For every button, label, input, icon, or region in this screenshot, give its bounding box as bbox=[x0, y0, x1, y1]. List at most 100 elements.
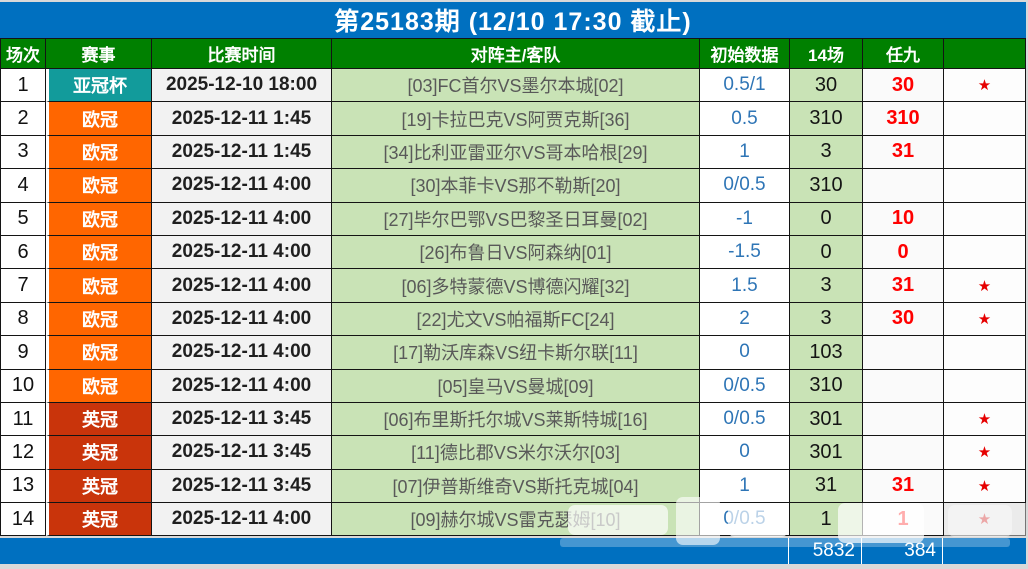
initial-data-cell: -1 bbox=[700, 202, 790, 236]
ren9-pick-cell: 30 bbox=[863, 302, 944, 337]
teams-cell: [03]FC首尔VS墨尔本城[02] bbox=[332, 69, 700, 103]
teams-cell: [27]毕尔巴鄂VS巴黎圣日耳曼[02] bbox=[332, 202, 700, 236]
col-header-14-games: 14场 bbox=[790, 39, 863, 69]
col-header-initial-data: 初始数据 bbox=[700, 39, 790, 69]
match-time-cell: 2025-12-11 3:45 bbox=[152, 469, 332, 504]
star-icon bbox=[944, 202, 1026, 236]
footer-spacer bbox=[331, 538, 699, 564]
table-row: 10 欧冠 2025-12-11 4:00 [05]皇马VS曼城[09] 0/0… bbox=[1, 369, 1026, 403]
match-no-cell: 3 bbox=[1, 135, 46, 170]
ren9-pick-cell: 10 bbox=[863, 202, 944, 236]
14games-pick-cell: 301 bbox=[790, 436, 863, 470]
table-row: 14 英冠 2025-12-11 4:00 [09]赫尔城VS雷克瑟姆[10] … bbox=[1, 503, 1026, 537]
table-row: 13 英冠 2025-12-11 3:45 [07]伊普斯维奇VS斯托克城[04… bbox=[1, 469, 1026, 504]
col-header-teams: 对阵主/客队 bbox=[332, 39, 700, 69]
star-icon: ★ bbox=[944, 402, 1026, 437]
match-no-cell: 10 bbox=[1, 369, 46, 403]
table-row: 5 欧冠 2025-12-11 4:00 [27]毕尔巴鄂VS巴黎圣日耳曼[02… bbox=[1, 202, 1026, 236]
match-no-cell: 14 bbox=[1, 503, 46, 537]
star-icon bbox=[944, 135, 1026, 170]
teams-cell: [17]勒沃库森VS纽卡斯尔联[11] bbox=[332, 336, 700, 370]
match-time-cell: 2025-12-11 3:45 bbox=[152, 436, 332, 470]
match-time-cell: 2025-12-11 4:00 bbox=[152, 369, 332, 403]
footer-total-14games: 5832 bbox=[789, 538, 862, 565]
match-no-cell: 8 bbox=[1, 302, 46, 337]
table-row: 12 英冠 2025-12-11 3:45 [11]德比郡VS米尔沃尔[03] … bbox=[1, 436, 1026, 470]
ren9-pick-cell bbox=[863, 402, 944, 437]
match-time-cell: 2025-12-11 4:00 bbox=[152, 202, 332, 236]
col-header-league: 赛事 bbox=[46, 39, 152, 69]
match-time-cell: 2025-12-11 4:00 bbox=[152, 302, 332, 337]
ren9-pick-cell bbox=[863, 369, 944, 403]
ren9-pick-cell bbox=[863, 336, 944, 370]
14games-pick-cell: 3 bbox=[790, 135, 863, 170]
ren9-pick-cell: 30 bbox=[863, 69, 944, 103]
table-row: 7 欧冠 2025-12-11 4:00 [06]多特蒙德VS博德闪耀[32] … bbox=[1, 269, 1026, 303]
initial-data-cell: 0/0.5 bbox=[700, 169, 790, 203]
teams-cell: [30]本菲卡VS那不勒斯[20] bbox=[332, 169, 700, 203]
match-no-cell: 1 bbox=[1, 69, 46, 103]
teams-cell: [26]布鲁日VS阿森纳[01] bbox=[332, 235, 700, 270]
star-icon: ★ bbox=[944, 436, 1026, 470]
match-no-cell: 6 bbox=[1, 235, 46, 270]
initial-data-cell: 0/0.5 bbox=[700, 402, 790, 437]
initial-data-cell: 0/0.5 bbox=[700, 503, 790, 537]
14games-pick-cell: 310 bbox=[790, 169, 863, 203]
star-icon bbox=[944, 369, 1026, 403]
teams-cell: [19]卡拉巴克VS阿贾克斯[36] bbox=[332, 102, 700, 136]
col-header-ren9: 任九 bbox=[863, 39, 944, 69]
match-table: 场次 赛事 比赛时间 对阵主/客队 初始数据 14场 任九 1 亚冠杯 2025… bbox=[0, 38, 1026, 537]
star-icon bbox=[944, 336, 1026, 370]
14games-pick-cell: 3 bbox=[790, 269, 863, 303]
14games-pick-cell: 3 bbox=[790, 302, 863, 337]
match-time-cell: 2025-12-11 1:45 bbox=[152, 102, 332, 136]
match-time-cell: 2025-12-11 1:45 bbox=[152, 135, 332, 170]
initial-data-cell: 0.5 bbox=[700, 102, 790, 136]
star-icon bbox=[944, 235, 1026, 270]
star-icon: ★ bbox=[944, 269, 1026, 303]
league-badge: 欧冠 bbox=[46, 102, 152, 136]
col-header-match-no: 场次 bbox=[1, 39, 46, 69]
match-no-cell: 7 bbox=[1, 269, 46, 303]
ren9-pick-cell: 310 bbox=[863, 102, 944, 136]
league-badge: 欧冠 bbox=[46, 202, 152, 236]
match-no-cell: 11 bbox=[1, 402, 46, 437]
match-no-cell: 4 bbox=[1, 169, 46, 203]
ren9-pick-cell bbox=[863, 169, 944, 203]
col-header-match-time: 比赛时间 bbox=[152, 39, 332, 69]
table-header-row: 场次 赛事 比赛时间 对阵主/客队 初始数据 14场 任九 bbox=[1, 39, 1026, 69]
ren9-pick-cell bbox=[863, 436, 944, 470]
footer-totals-row: 5832 384 bbox=[0, 538, 1026, 565]
match-table-body: 1 亚冠杯 2025-12-10 18:00 [03]FC首尔VS墨尔本城[02… bbox=[1, 69, 1026, 537]
14games-pick-cell: 0 bbox=[790, 235, 863, 270]
footer-total-ren9: 384 bbox=[862, 538, 943, 565]
league-badge: 欧冠 bbox=[46, 269, 152, 303]
league-badge: 亚冠杯 bbox=[46, 69, 152, 103]
match-time-cell: 2025-12-11 3:45 bbox=[152, 402, 332, 437]
initial-data-cell: 0 bbox=[700, 336, 790, 370]
star-icon: ★ bbox=[944, 69, 1026, 103]
star-icon: ★ bbox=[944, 469, 1026, 504]
league-badge: 英冠 bbox=[46, 436, 152, 470]
table-row: 2 欧冠 2025-12-11 1:45 [19]卡拉巴克VS阿贾克斯[36] … bbox=[1, 102, 1026, 136]
match-time-cell: 2025-12-11 4:00 bbox=[152, 336, 332, 370]
table-row: 6 欧冠 2025-12-11 4:00 [26]布鲁日VS阿森纳[01] -1… bbox=[1, 235, 1026, 270]
league-badge: 欧冠 bbox=[46, 302, 152, 337]
table-row: 8 欧冠 2025-12-11 4:00 [22]尤文VS帕福斯FC[24] 2… bbox=[1, 302, 1026, 337]
league-badge: 英冠 bbox=[46, 503, 152, 537]
footer-spacer bbox=[0, 538, 45, 564]
league-badge: 欧冠 bbox=[46, 169, 152, 203]
match-no-cell: 13 bbox=[1, 469, 46, 504]
footer-spacer bbox=[45, 538, 151, 564]
ren9-pick-cell: 31 bbox=[863, 269, 944, 303]
star-icon: ★ bbox=[944, 503, 1026, 537]
14games-pick-cell: 103 bbox=[790, 336, 863, 370]
table-row: 11 英冠 2025-12-11 3:45 [06]布里斯托尔城VS莱斯特城[1… bbox=[1, 402, 1026, 437]
initial-data-cell: 2 bbox=[700, 302, 790, 337]
initial-data-cell: 1.5 bbox=[700, 269, 790, 303]
table-row: 4 欧冠 2025-12-11 4:00 [30]本菲卡VS那不勒斯[20] 0… bbox=[1, 169, 1026, 203]
ren9-pick-cell: 31 bbox=[863, 135, 944, 170]
footer-spacer bbox=[699, 538, 789, 565]
match-time-cell: 2025-12-11 4:00 bbox=[152, 503, 332, 537]
